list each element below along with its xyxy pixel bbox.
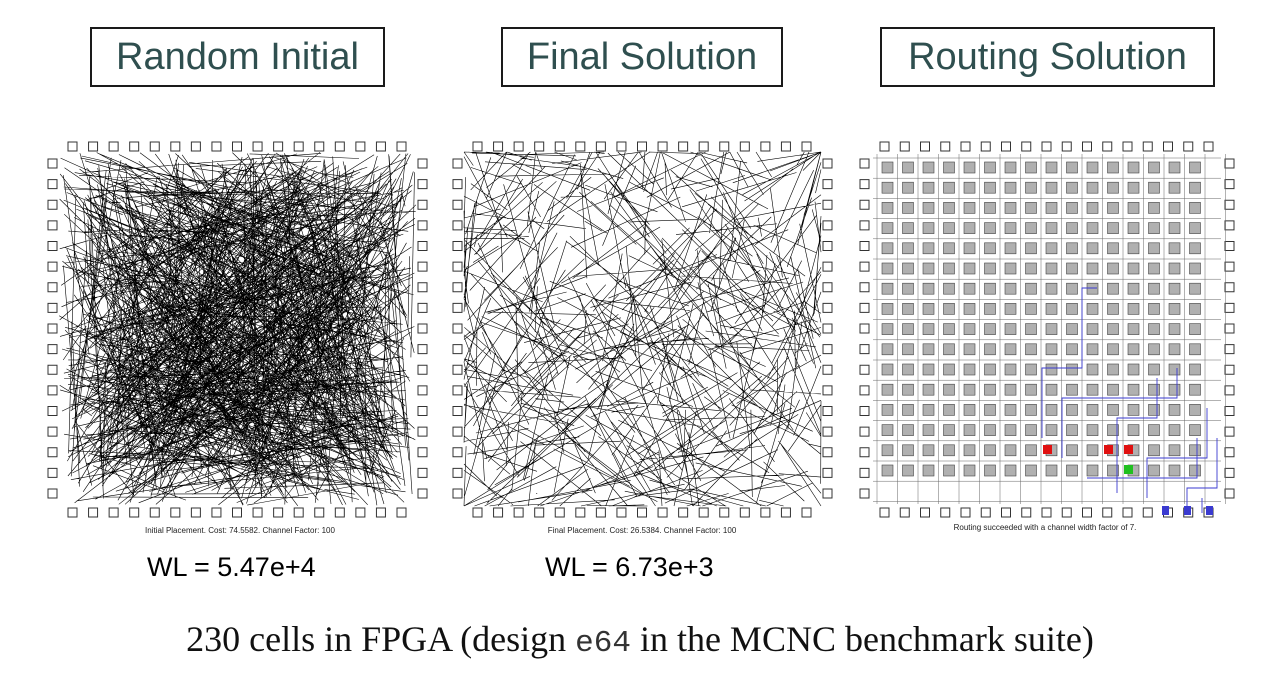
placement-final-solution: [452, 141, 833, 518]
title-random-initial: Random Initial: [90, 27, 385, 87]
net-lines: [58, 151, 417, 506]
footer-caption: 230 cells in FPGA (design e64 in the MCN…: [0, 618, 1280, 661]
io-pads: [47, 141, 428, 518]
io-pads: [452, 141, 833, 518]
caption-final: Final Placement. Cost: 26.5384. Channel …: [547, 526, 737, 535]
wl-initial: WL = 5.47e+4: [147, 552, 316, 582]
routed-net-blue: [1041, 287, 1218, 513]
caption-routing: Routing succeeded with a channel width f…: [953, 523, 1137, 532]
panel-final-solution: [450, 138, 835, 520]
net-lines: [463, 151, 822, 507]
io-pads: [859, 141, 1235, 518]
footer-design-name: e64: [575, 626, 631, 661]
footer-suffix: in the MCNC benchmark suite): [630, 619, 1094, 659]
title-routing-solution: Routing Solution: [880, 27, 1215, 87]
routing-solution-grid: [859, 141, 1235, 518]
footer-prefix: 230 cells in FPGA (design: [186, 619, 576, 659]
title-final-solution: Final Solution: [501, 27, 783, 87]
caption-initial: Initial Placement. Cost: 74.5582. Channe…: [145, 526, 335, 535]
panel-random-initial: [45, 138, 430, 520]
panel-routing-solution: [857, 138, 1237, 520]
wl-final: WL = 6.73e+3: [545, 552, 714, 582]
placement-random-initial: [47, 141, 428, 518]
